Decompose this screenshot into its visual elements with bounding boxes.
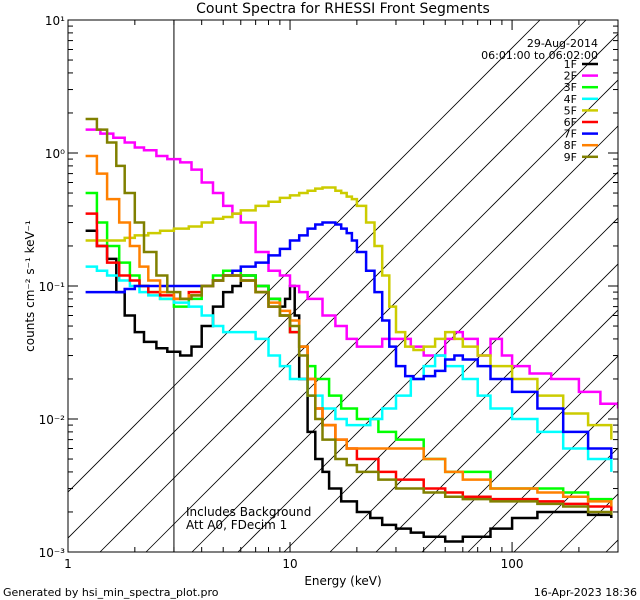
hatched-region: [68, 20, 618, 552]
hatch-line: [191, 125, 618, 552]
hatch-line: [283, 217, 618, 552]
legend-label-2f: 2F: [564, 70, 577, 83]
hatch-line: [421, 355, 618, 552]
series-6f: [85, 212, 613, 512]
date-label: 29-Aug-2014: [527, 37, 598, 50]
series-5f: [85, 186, 613, 440]
series-2f: [85, 128, 618, 409]
annotation-background: Includes Background: [186, 505, 311, 519]
legend-label-8f: 8F: [564, 139, 577, 152]
legend-label-1f: 1F: [564, 58, 577, 71]
legend-label-9f: 9F: [564, 151, 577, 164]
legend-label-4f: 4F: [564, 93, 577, 106]
series-1f: [85, 229, 613, 543]
hatch-line: [68, 20, 587, 539]
y-tick-label: 10⁰: [45, 147, 65, 161]
hatch-line: [329, 263, 618, 552]
hatch-line: [68, 20, 541, 493]
axis-ticks: 1 10 100 10¹ 10⁰ 10⁻¹ 10⁻² 10⁻³: [39, 14, 619, 571]
y-tick-label: 10⁻³: [39, 546, 66, 560]
hatch-line: [145, 79, 618, 552]
x-tick-label: 1: [64, 557, 72, 571]
y-tick-label: 10⁻²: [39, 413, 66, 427]
hatch-line: [513, 447, 618, 552]
series-9f: [85, 117, 613, 515]
x-tick-label: 100: [501, 557, 524, 571]
y-axis-label: counts cm⁻² s⁻¹ keV⁻¹: [23, 220, 37, 352]
hatch-line: [237, 171, 618, 552]
hatch-line: [99, 33, 618, 552]
y-tick-label: 10⁻¹: [39, 280, 66, 294]
legend-label-6f: 6F: [564, 116, 577, 129]
legend-label-7f: 7F: [564, 128, 577, 141]
series-8f: [85, 154, 613, 507]
annotation-attenuator: Att A0, FDecim 1: [186, 518, 287, 532]
chart-title: Count Spectra for RHESSI Front Segments: [196, 1, 490, 17]
y-tick-label: 10¹: [45, 14, 65, 28]
x-tick-label: 10: [282, 557, 297, 571]
legend-label-5f: 5F: [564, 104, 577, 117]
footer-timestamp: 16-Apr-2023 18:36: [534, 586, 637, 599]
series-layer: [85, 117, 618, 543]
hatch-line: [375, 309, 618, 552]
legend-label-3f: 3F: [564, 81, 577, 94]
footer-generated-by: Generated by hsi_min_spectra_plot.pro: [3, 586, 219, 599]
hatch-line: [467, 401, 618, 552]
time-range-label: 06:01:00 to 06:02:00: [481, 49, 598, 62]
x-axis-label: Energy (keV): [304, 574, 381, 588]
